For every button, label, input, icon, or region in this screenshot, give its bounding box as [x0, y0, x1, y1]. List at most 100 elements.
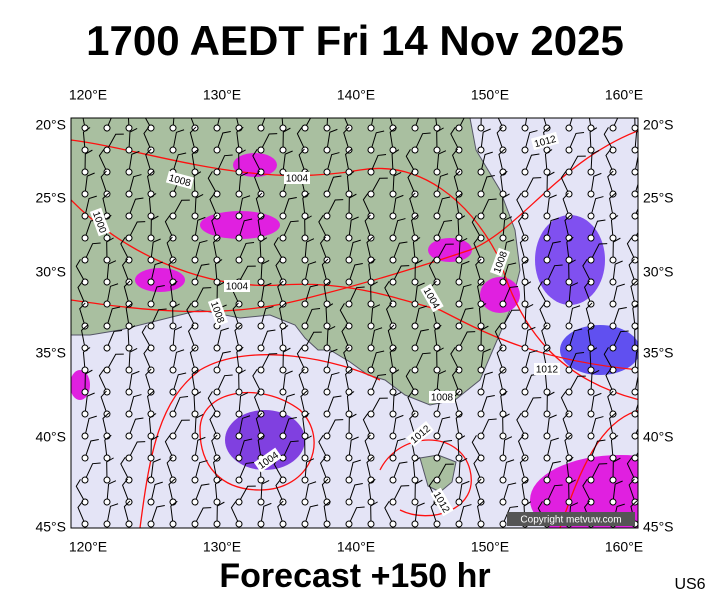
barb: [521, 397, 542, 418]
barb-station: [631, 124, 638, 132]
barb: [279, 416, 297, 440]
barb: [191, 507, 212, 528]
barb-staff: [260, 282, 272, 302]
barb: [235, 369, 246, 396]
barb: [521, 153, 540, 176]
barb-staff: [387, 118, 395, 126]
barb: [587, 219, 606, 242]
barb-station: [125, 212, 133, 220]
barb-station: [213, 366, 221, 374]
barb-staff: [409, 412, 416, 434]
barb-staff: [211, 214, 218, 236]
barb-staff: [123, 280, 131, 302]
barb: [411, 305, 427, 330]
barb-station: [587, 432, 595, 440]
isobar-label-box: [429, 391, 455, 403]
barb: [477, 418, 497, 440]
barb-staff: [628, 258, 635, 280]
barb-staff: [364, 434, 371, 456]
barb-staff: [411, 214, 418, 236]
barb-staff: [304, 238, 315, 258]
barb: [257, 259, 270, 286]
barb: [169, 303, 180, 330]
barb-staff: [525, 153, 540, 170]
barb: [125, 370, 140, 396]
barb-station: [433, 410, 441, 418]
barb: [257, 479, 270, 506]
barb-station: [389, 168, 397, 176]
barb-staff: [217, 118, 229, 126]
barb-station: [411, 322, 419, 330]
barb: [147, 458, 161, 484]
barb: [323, 175, 342, 198]
barb-staff: [391, 149, 400, 170]
barb-staff: [318, 434, 327, 456]
barb-station: [587, 212, 595, 220]
barb-station: [279, 520, 287, 528]
barb-staff: [283, 196, 297, 214]
barb-staff: [477, 500, 484, 522]
barb-staff: [610, 435, 619, 456]
barb-staff: [613, 306, 627, 324]
barb-staff: [260, 259, 270, 280]
barb: [433, 196, 451, 220]
barb-staff: [108, 353, 124, 368]
isobar-value: 1008: [431, 393, 454, 404]
barb: [411, 237, 421, 264]
barb-staff: [630, 280, 638, 302]
barb-station: [433, 344, 441, 352]
barb-station: [147, 278, 155, 286]
barb: [433, 219, 453, 242]
barb-staff: [107, 283, 119, 302]
barb-staff: [259, 237, 268, 258]
barb: [191, 391, 202, 418]
model-code: US6: [674, 576, 705, 593]
barb: [433, 416, 451, 440]
barb-staff: [481, 198, 497, 214]
barb-staff: [564, 214, 572, 236]
barb-station: [609, 366, 617, 374]
barb-staff: [191, 148, 199, 170]
lat-label-left: 30°S: [35, 264, 66, 280]
barb-staff: [438, 243, 454, 258]
barb-staff: [217, 327, 229, 346]
barb: [103, 353, 124, 374]
barb-staff: [127, 118, 136, 126]
barb: [323, 500, 331, 528]
barb: [409, 192, 419, 220]
barb-station: [147, 498, 155, 506]
barb-station: [235, 476, 243, 484]
barb: [455, 284, 472, 308]
barb-staff: [585, 302, 593, 324]
barb-staff: [346, 391, 355, 412]
barb: [257, 329, 276, 352]
barb-staff: [587, 118, 595, 126]
barb-staff: [405, 149, 414, 170]
barb-staff: [211, 434, 218, 456]
barb-station: [367, 520, 375, 528]
barb: [301, 412, 310, 440]
isobar-label-box: [207, 297, 229, 327]
barb-station: [191, 432, 199, 440]
barb-staff: [305, 261, 317, 280]
barb-station: [455, 520, 463, 528]
barb-staff: [628, 478, 635, 500]
barb: [147, 215, 159, 242]
barb-station: [103, 344, 111, 352]
barb-staff: [546, 391, 555, 412]
barb-station: [543, 432, 551, 440]
barb-staff: [348, 413, 357, 434]
barb: [103, 434, 112, 462]
lat-label-right: 25°S: [643, 190, 674, 206]
barb-staff: [84, 369, 93, 390]
barb: [191, 171, 202, 198]
barb-staff: [239, 461, 255, 478]
barb-staff: [348, 193, 357, 214]
barb-station: [125, 388, 133, 396]
barb: [257, 502, 272, 528]
barb-staff: [172, 326, 183, 346]
barb-staff: [517, 214, 525, 236]
barb-staff: [129, 394, 142, 412]
barb-staff: [612, 457, 621, 478]
barb-staff: [275, 478, 283, 500]
